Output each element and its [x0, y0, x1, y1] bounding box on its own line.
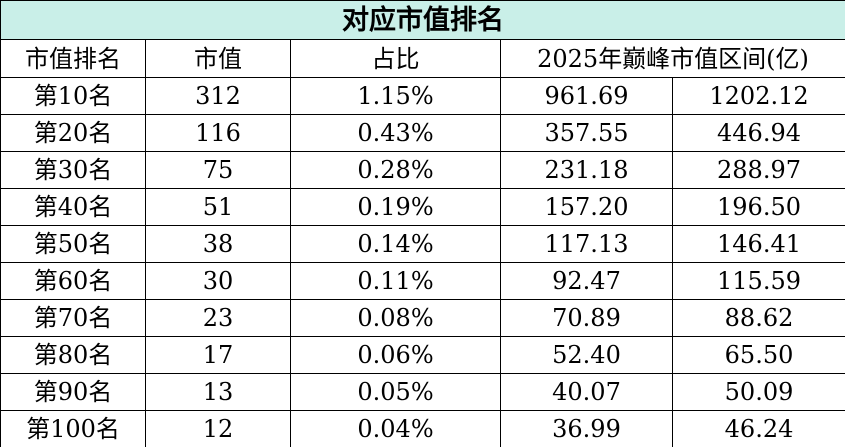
data-row: 第40名 51 0.19% 157.20 196.50 [0, 188, 845, 226]
cell: 40.07 [500, 373, 673, 411]
cell: 196.50 [671, 188, 845, 226]
cell: 第60名 [0, 262, 146, 300]
cell: 第40名 [0, 188, 146, 226]
cell: 231.18 [500, 151, 673, 189]
cell: 446.94 [671, 114, 845, 152]
cell: 0.08% [290, 299, 501, 337]
cell: 1202.12 [671, 77, 845, 115]
cell: 92.47 [500, 262, 673, 300]
cell: 17 [145, 336, 291, 374]
cell: 75 [145, 151, 291, 189]
data-row: 第100名 12 0.04% 36.99 46.24 [0, 410, 845, 447]
data-row: 第80名 17 0.06% 52.40 65.50 [0, 336, 845, 374]
cell: 312 [145, 77, 291, 115]
cell: 第20名 [0, 114, 146, 152]
header-cell: 市值排名 [0, 39, 146, 78]
cell: 第30名 [0, 151, 146, 189]
cell: 0.43% [290, 114, 501, 152]
cell: 115.59 [671, 262, 845, 300]
header-row: 市值排名 市值 占比 2025年巅峰市值区间(亿) [0, 39, 845, 78]
cell: 1.15% [290, 77, 501, 115]
cell: 第70名 [0, 299, 146, 337]
cell: 第10名 [0, 77, 146, 115]
header-cell: 市值 [145, 39, 291, 78]
header-cell: 占比 [290, 39, 501, 78]
cell: 0.05% [290, 373, 501, 411]
data-row: 第20名 116 0.43% 357.55 446.94 [0, 114, 845, 152]
cell: 51 [145, 188, 291, 226]
data-row: 第90名 13 0.05% 40.07 50.09 [0, 373, 845, 411]
cell: 157.20 [500, 188, 673, 226]
cell: 38 [145, 225, 291, 263]
table-title: 对应市值排名 [0, 0, 845, 40]
cell: 70.89 [500, 299, 673, 337]
cell: 0.14% [290, 225, 501, 263]
cell: 0.06% [290, 336, 501, 374]
data-row: 第30名 75 0.28% 231.18 288.97 [0, 151, 845, 189]
data-row: 第60名 30 0.11% 92.47 115.59 [0, 262, 845, 300]
cell: 12 [145, 410, 291, 447]
cell: 23 [145, 299, 291, 337]
cell: 146.41 [671, 225, 845, 263]
data-row: 第10名 312 1.15% 961.69 1202.12 [0, 77, 845, 115]
cell: 36.99 [500, 410, 673, 447]
cell: 第100名 [0, 410, 146, 447]
cell: 65.50 [671, 336, 845, 374]
cell: 46.24 [671, 410, 845, 447]
cell: 第90名 [0, 373, 146, 411]
cell: 13 [145, 373, 291, 411]
cell: 116 [145, 114, 291, 152]
cell: 52.40 [500, 336, 673, 374]
cell: 0.04% [290, 410, 501, 447]
cell: 117.13 [500, 225, 673, 263]
title-row: 对应市值排名 [0, 0, 845, 40]
cell: 50.09 [671, 373, 845, 411]
cell: 88.62 [671, 299, 845, 337]
cell: 357.55 [500, 114, 673, 152]
data-row: 第50名 38 0.14% 117.13 146.41 [0, 225, 845, 263]
cell: 第80名 [0, 336, 146, 374]
data-row: 第70名 23 0.08% 70.89 88.62 [0, 299, 845, 337]
header-cell: 2025年巅峰市值区间(亿) [499, 39, 845, 78]
cell: 0.28% [290, 151, 501, 189]
cell: 0.11% [290, 262, 501, 300]
cell: 0.19% [290, 188, 501, 226]
cell: 第50名 [0, 225, 146, 263]
cell: 30 [145, 262, 291, 300]
cell: 288.97 [671, 151, 845, 189]
cell: 961.69 [500, 77, 673, 115]
